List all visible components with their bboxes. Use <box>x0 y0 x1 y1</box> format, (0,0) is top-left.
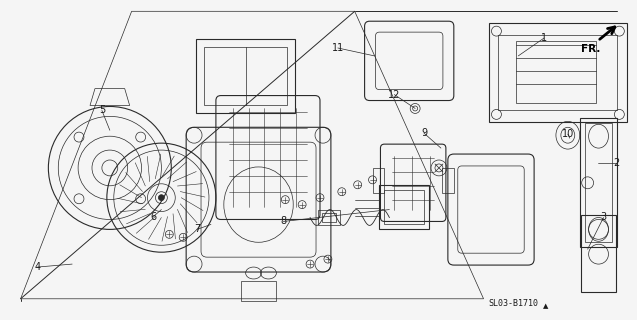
Text: 11: 11 <box>332 43 344 53</box>
Bar <box>489 23 627 122</box>
Text: 12: 12 <box>388 90 401 100</box>
Text: FR.: FR. <box>581 44 600 54</box>
Text: 7: 7 <box>194 224 200 234</box>
Bar <box>380 185 429 229</box>
Bar <box>318 210 340 225</box>
Bar <box>204 47 287 106</box>
Bar <box>373 168 384 193</box>
Bar <box>516 41 596 102</box>
Bar <box>442 168 454 193</box>
Text: 10: 10 <box>562 129 574 139</box>
Text: 2: 2 <box>613 158 620 168</box>
Text: ▲: ▲ <box>543 303 548 309</box>
Text: SL03-B1710: SL03-B1710 <box>489 299 538 308</box>
Bar <box>498 35 617 110</box>
Text: 5: 5 <box>99 105 105 116</box>
Text: 4: 4 <box>34 262 41 272</box>
Text: 3: 3 <box>601 212 606 222</box>
Bar <box>585 123 612 242</box>
Bar <box>581 214 617 292</box>
Text: 6: 6 <box>150 212 157 221</box>
Bar <box>580 118 617 247</box>
Ellipse shape <box>159 195 164 201</box>
Bar <box>196 39 295 113</box>
Text: 1: 1 <box>541 33 547 43</box>
Bar <box>241 281 276 301</box>
Text: 9: 9 <box>421 128 427 138</box>
Bar <box>384 190 424 224</box>
Bar <box>322 212 336 222</box>
Text: 8: 8 <box>280 216 287 227</box>
